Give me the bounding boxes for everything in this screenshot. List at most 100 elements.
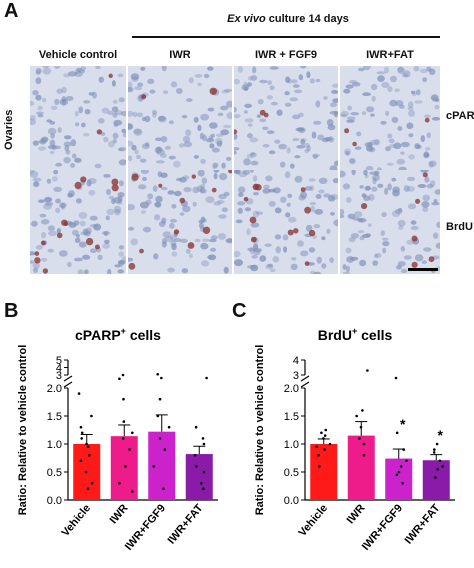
- nucleus: [414, 254, 424, 262]
- brdu-data-point: [323, 434, 327, 437]
- nucleus: [422, 206, 429, 213]
- nucleus: [372, 174, 380, 182]
- nucleus: [287, 193, 293, 198]
- nucleus: [428, 160, 437, 167]
- nucleus: [342, 183, 351, 190]
- nucleus: [137, 82, 144, 87]
- nucleus: [252, 66, 257, 74]
- nucleus: [59, 98, 69, 106]
- nucleus: [397, 66, 405, 74]
- nucleus: [330, 193, 338, 201]
- nucleus: [413, 66, 420, 72]
- nucleus: [108, 140, 115, 148]
- nucleus: [408, 109, 416, 117]
- nucleus: [53, 186, 63, 192]
- nucleus: [376, 167, 382, 170]
- nucleus: [349, 158, 356, 165]
- stained-nucleus: [344, 128, 350, 134]
- nucleus: [292, 84, 300, 88]
- nucleus: [250, 160, 259, 166]
- nucleus: [218, 193, 227, 200]
- nucleus: [221, 207, 228, 212]
- nucleus: [272, 256, 280, 263]
- brdu-xtick-label: IWR+FAT: [403, 502, 443, 547]
- cparp-data-point: [86, 445, 90, 449]
- brdu-data-point: [435, 442, 439, 446]
- nucleus: [162, 231, 171, 238]
- nucleus: [162, 90, 169, 94]
- nucleus: [370, 83, 378, 91]
- nucleus: [147, 193, 154, 200]
- brdu-ytick-label: 0.5: [284, 467, 299, 479]
- nucleus: [142, 177, 147, 181]
- cparp-xtick-label: IWR+FAT: [166, 502, 206, 547]
- nucleus: [380, 230, 385, 236]
- brdu-data-point: [438, 459, 442, 463]
- nucleus: [78, 241, 87, 248]
- nucleus: [304, 186, 313, 191]
- cparp-data-point: [193, 453, 197, 457]
- nucleus: [51, 176, 58, 182]
- nucleus: [298, 74, 304, 81]
- nucleus: [308, 178, 316, 182]
- nucleus: [317, 134, 325, 141]
- nucleus: [431, 96, 438, 102]
- nucleus: [176, 177, 182, 182]
- nucleus: [118, 251, 125, 257]
- nucleus: [249, 137, 259, 143]
- nucleus: [182, 205, 191, 213]
- cparp-data-point: [194, 425, 198, 429]
- nucleus: [306, 71, 311, 79]
- brdu-ytick-label: 0.0: [284, 495, 299, 507]
- brdu-data-point: [402, 448, 405, 451]
- nucleus: [384, 66, 389, 74]
- nucleus: [111, 106, 119, 113]
- nucleus: [253, 175, 258, 182]
- nucleus: [256, 211, 263, 215]
- nucleus: [347, 105, 352, 111]
- nucleus: [30, 170, 35, 175]
- brdu-data-point: [436, 467, 440, 471]
- nucleus: [324, 137, 333, 141]
- nucleus: [118, 260, 124, 268]
- nucleus: [140, 170, 149, 175]
- nucleus: [311, 131, 317, 139]
- nucleus: [407, 106, 414, 111]
- nucleus: [406, 176, 416, 182]
- nucleus: [192, 201, 197, 207]
- nucleus: [426, 183, 434, 189]
- nucleus: [358, 67, 365, 72]
- cparp-axis-break-mark: [63, 381, 73, 388]
- nucleus: [128, 87, 133, 92]
- nucleus: [101, 107, 110, 114]
- micrograph-tile: [234, 170, 338, 274]
- nucleus: [83, 100, 91, 104]
- nucleus: [171, 251, 178, 257]
- nucleus: [291, 79, 298, 84]
- nucleus: [47, 145, 56, 150]
- nucleus: [171, 243, 177, 251]
- brdu-data-point: [324, 428, 328, 432]
- nucleus: [193, 116, 199, 123]
- nucleus: [331, 89, 338, 94]
- nucleus: [41, 97, 47, 103]
- nucleus: [269, 268, 276, 273]
- stained-nucleus: [411, 261, 418, 268]
- brdu-data-point: [434, 476, 437, 479]
- nucleus: [434, 104, 440, 110]
- nucleus: [54, 66, 61, 69]
- nucleus: [266, 130, 275, 135]
- cparp-ytick-label: 3: [56, 370, 62, 382]
- nucleus: [250, 152, 257, 158]
- brdu-axis-break-mark: [300, 375, 310, 382]
- nucleus: [400, 151, 405, 155]
- nucleus: [238, 192, 244, 197]
- nucleus: [279, 161, 286, 168]
- nucleus: [421, 201, 430, 208]
- nucleus: [205, 137, 215, 143]
- nucleus: [75, 198, 82, 204]
- nucleus: [345, 247, 352, 254]
- nucleus: [128, 227, 134, 231]
- nucleus: [218, 214, 227, 219]
- nucleus: [235, 219, 243, 224]
